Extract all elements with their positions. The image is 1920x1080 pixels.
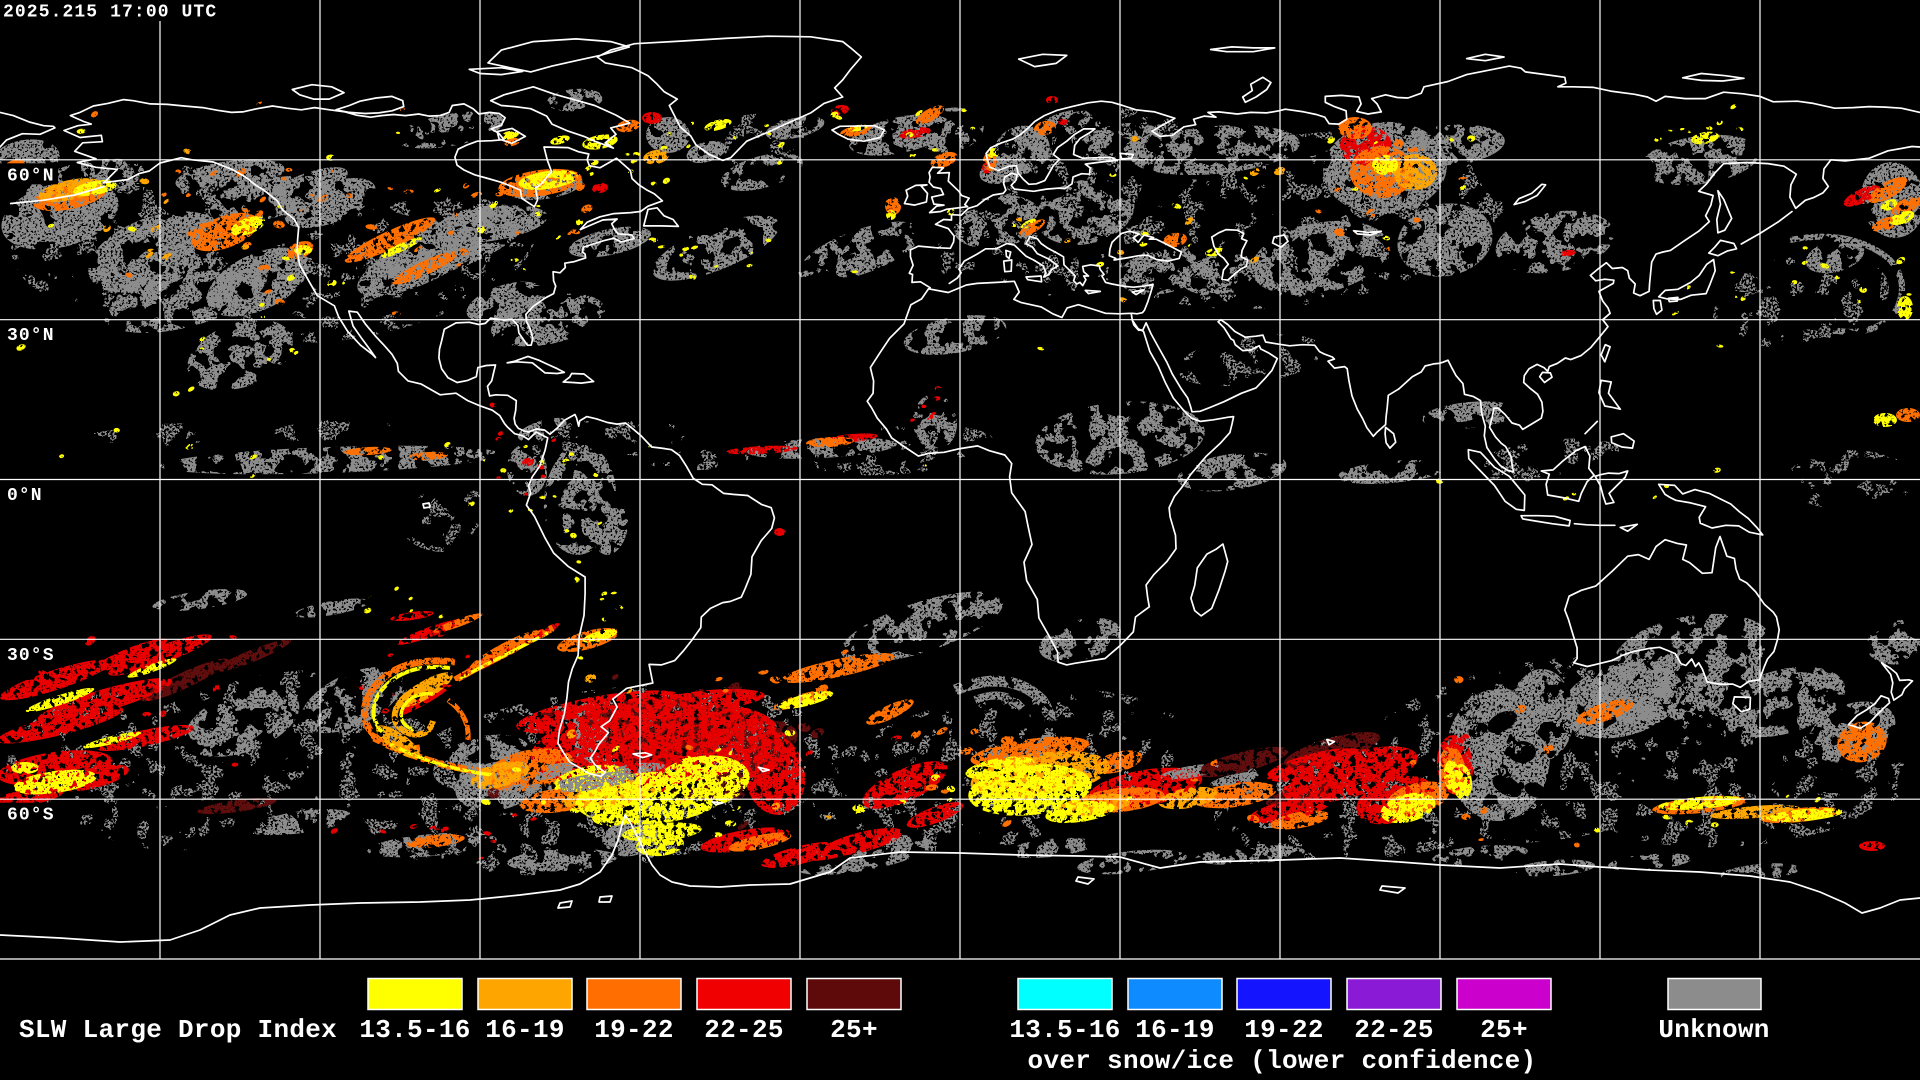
svg-text:2025.215 17:00 UTC: 2025.215 17:00 UTC — [3, 3, 217, 23]
svg-text:60°S: 60°S — [7, 806, 55, 826]
svg-text:16-19: 16-19 — [485, 1015, 565, 1045]
svg-text:30°N: 30°N — [7, 326, 55, 346]
svg-text:0°N: 0°N — [7, 486, 43, 506]
svg-text:Unknown: Unknown — [1658, 1015, 1769, 1045]
svg-text:22-25: 22-25 — [704, 1015, 784, 1045]
svg-text:19-22: 19-22 — [594, 1015, 674, 1045]
svg-text:25+: 25+ — [830, 1015, 878, 1045]
svg-text:16-19: 16-19 — [1135, 1015, 1215, 1045]
svg-text:13.5-16: 13.5-16 — [359, 1015, 470, 1045]
svg-text:SLW Large Drop Index: SLW Large Drop Index — [19, 1015, 337, 1045]
svg-text:25+: 25+ — [1480, 1015, 1528, 1045]
svg-text:13.5-16: 13.5-16 — [1009, 1015, 1120, 1045]
svg-text:19-22: 19-22 — [1244, 1015, 1324, 1045]
svg-text:22-25: 22-25 — [1354, 1015, 1434, 1045]
svg-text:30°S: 30°S — [7, 646, 55, 666]
svg-text:over snow/ice (lower confidenc: over snow/ice (lower confidence) — [1028, 1046, 1537, 1076]
svg-text:60°N: 60°N — [7, 166, 55, 186]
